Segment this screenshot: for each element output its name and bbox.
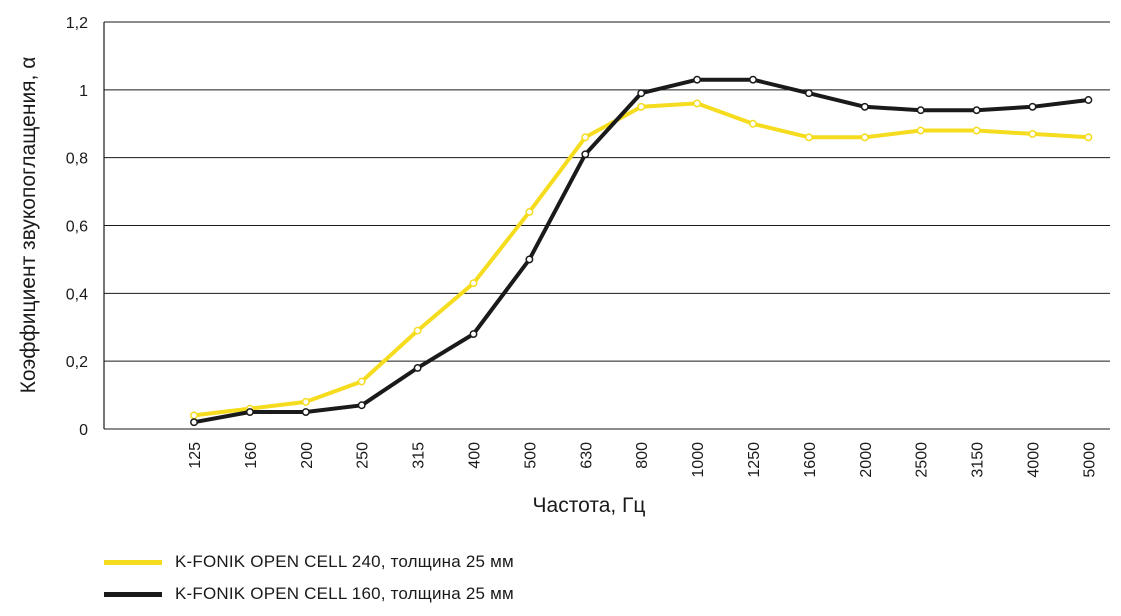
data-point-series-2 [860, 102, 869, 111]
data-point-series-1 [916, 126, 925, 135]
data-point-series-1 [525, 207, 534, 216]
y-tick-label: 1,2 [66, 15, 88, 32]
x-tick-label: 1250 [746, 442, 763, 478]
data-point-series-1 [693, 99, 702, 108]
data-point-series-1 [301, 397, 310, 406]
y-tick-label: 0,2 [66, 354, 88, 371]
data-point-series-2 [413, 364, 422, 372]
data-point-series-2 [916, 106, 925, 115]
data-point-series-2 [1084, 96, 1093, 104]
data-point-series-2 [693, 75, 702, 84]
legend-label-series-1: K-FONIK OPEN CELL 240, толщина 25 мм [175, 552, 514, 571]
series-points [190, 75, 1093, 427]
data-point-series-2 [1028, 102, 1037, 111]
data-point-series-2 [525, 255, 534, 264]
y-tick-label: 1 [79, 83, 88, 100]
data-point-series-1 [804, 133, 813, 142]
data-point-series-1 [1028, 129, 1037, 138]
x-tick-label: 500 [522, 442, 539, 469]
x-tick-label: 4000 [1026, 442, 1043, 478]
x-ticks: 125 160 200 250 315 400 500 630 800 1000 1250 1600 2… [187, 442, 1098, 478]
legend: K-FONIK OPEN CELL 240, толщина 25 мм K-F… [104, 546, 514, 610]
x-tick-label: 1600 [802, 442, 819, 478]
series-lines [193, 77, 1089, 425]
y-axis-label: Коэффициент звукопоглащения, α [17, 57, 40, 394]
data-point-series-1 [749, 119, 757, 128]
data-point-series-2 [357, 401, 366, 410]
x-tick-label: 3150 [970, 442, 987, 478]
data-point-series-2 [301, 408, 310, 416]
data-point-series-2 [190, 418, 198, 427]
data-point-series-1 [1084, 133, 1093, 142]
x-tick-label: 1000 [690, 442, 707, 478]
data-point-series-2 [581, 150, 590, 159]
y-tick-label: 0,4 [66, 286, 88, 303]
legend-item-series-1: K-FONIK OPEN CELL 240, толщина 25 мм [104, 546, 514, 578]
series-line-1 [193, 101, 1089, 418]
y-tick-label: 0,8 [66, 151, 88, 168]
x-tick-label: 630 [578, 442, 595, 469]
data-point-series-1 [357, 377, 366, 386]
x-tick-label: 2500 [914, 442, 931, 478]
x-tick-label: 125 [187, 442, 204, 469]
x-tick-label: 200 [299, 442, 316, 469]
legend-item-series-2: K-FONIK OPEN CELL 160, толщина 25 мм [104, 578, 514, 610]
x-tick-label: 250 [355, 442, 372, 469]
x-tick-label: 160 [243, 442, 260, 469]
y-tick-label: 0 [79, 422, 88, 439]
data-point-series-1 [469, 279, 478, 288]
data-point-series-1 [637, 102, 646, 111]
chart: 0 0,2 0,4 0,6 0,8 1 1,2 125 160 200 250 315 400 500 6… [17, 15, 1110, 517]
legend-swatch-series-2 [104, 591, 162, 597]
legend-swatch-series-1 [104, 559, 162, 565]
grid [103, 21, 1110, 430]
data-point-series-2 [469, 330, 478, 338]
data-point-series-2 [749, 75, 757, 84]
x-tick-label: 400 [467, 442, 484, 469]
x-axis-label: Частота, Гц [533, 494, 646, 517]
x-tick-label: 5000 [1081, 442, 1098, 478]
data-point-series-1 [972, 126, 981, 135]
legend-label-series-2: K-FONIK OPEN CELL 160, толщина 25 мм [175, 584, 514, 603]
data-point-series-1 [190, 411, 198, 420]
data-point-series-1 [860, 133, 869, 142]
data-point-series-1 [581, 133, 590, 142]
data-point-series-1 [413, 326, 422, 335]
data-point-series-2 [804, 89, 813, 98]
y-tick-label: 0,6 [66, 219, 88, 236]
x-tick-label: 2000 [858, 442, 875, 478]
data-point-series-2 [245, 408, 254, 416]
x-tick-label: 315 [411, 442, 428, 469]
y-ticks: 0 0,2 0,4 0,6 0,8 1 1,2 [66, 15, 88, 439]
x-tick-label: 800 [634, 442, 651, 469]
data-point-series-2 [972, 106, 981, 115]
data-point-series-2 [637, 89, 646, 98]
